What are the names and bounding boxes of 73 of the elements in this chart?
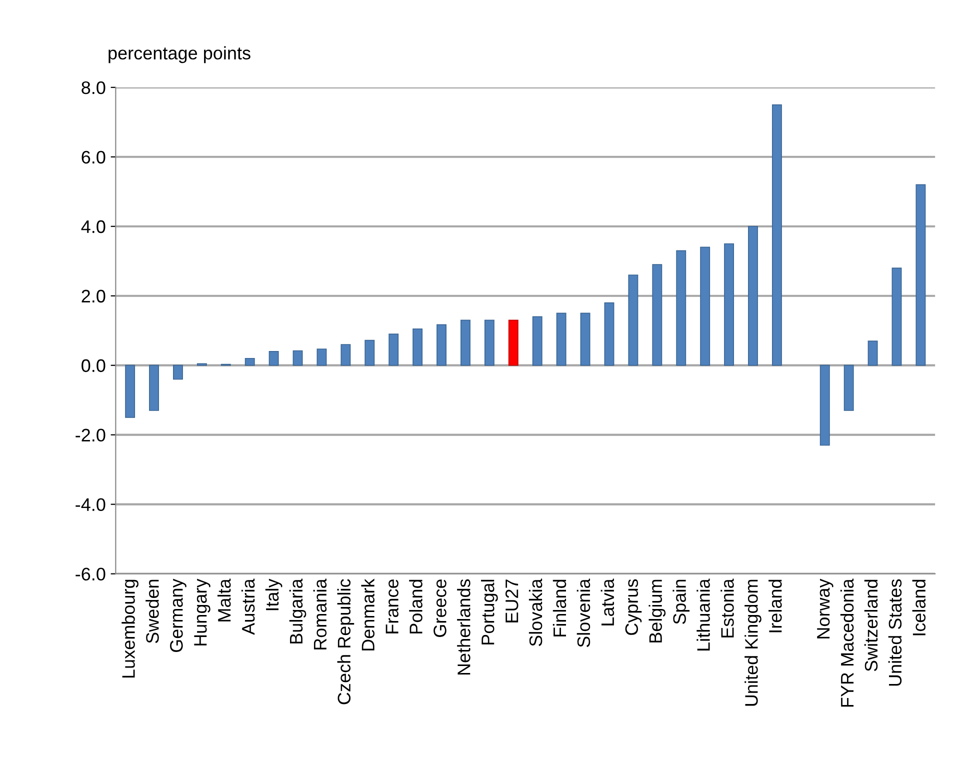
bar (748, 226, 758, 366)
bar (580, 312, 590, 366)
x-tick-label: United States (888, 579, 902, 686)
x-tick-label: Italy (265, 578, 282, 610)
bar (628, 274, 638, 366)
bar (844, 364, 854, 411)
bar (868, 340, 878, 366)
x-tick-label: Poland (409, 580, 422, 634)
bar (484, 320, 494, 366)
x-tick-label: Romania (313, 578, 327, 650)
bar (316, 348, 327, 366)
x-tick-label: Estonia (720, 578, 734, 638)
bar (820, 364, 830, 446)
bar (556, 312, 566, 366)
bar (244, 358, 255, 366)
x-tick-label: Denmark (361, 578, 374, 650)
x-tick-label: Lithuania (696, 578, 710, 650)
x-tick-label: Germany (170, 578, 186, 652)
bar (292, 350, 303, 366)
bar (772, 104, 782, 366)
bar (892, 268, 902, 366)
bar (149, 364, 159, 411)
x-tick-label: Switzerland (864, 580, 878, 672)
bar (604, 302, 614, 366)
bar (125, 364, 136, 418)
bar (724, 243, 734, 366)
bar (388, 334, 399, 366)
x-tick-label: Luxembourg (122, 580, 138, 678)
y-axis-title: percentage points (108, 46, 250, 64)
bar (340, 344, 351, 366)
x-tick-label: Spain (672, 580, 690, 624)
x-tick-label: Slovakia (528, 578, 542, 646)
x-tick-label: France (386, 579, 398, 634)
x-tick-label: Belgium (648, 580, 666, 642)
x-tick-label: EU27 (505, 580, 518, 622)
x-tick-label: United Kingdom (744, 580, 762, 706)
x-tick-label: Portugal (481, 580, 498, 644)
x-tick-label: Iceland (912, 580, 926, 636)
x-tick-label: Ireland (768, 580, 782, 632)
x-tick-label: Hungary (194, 578, 210, 646)
x-tick-label: FYR Macedonia (840, 578, 854, 707)
bar (652, 264, 662, 366)
x-tick-label: Slovenia (576, 578, 590, 648)
y-tick-label: 0.0 (82, 359, 106, 372)
y-tick-label: 4.0 (81, 220, 106, 234)
y-tick-label: -4.0 (76, 498, 106, 512)
x-tick-label: Austria (241, 578, 255, 635)
y-tick-label: 8.0 (82, 81, 106, 94)
bar (436, 324, 446, 366)
x-tick-label: Sweden (146, 580, 159, 644)
bar (268, 351, 279, 366)
bar (508, 320, 518, 366)
x-tick-label: Finland (552, 580, 566, 636)
bar (916, 184, 926, 366)
bar (676, 250, 686, 366)
x-tick-label: Malta (217, 578, 231, 622)
bar (173, 364, 183, 380)
y-tick-label: -2.0 (76, 428, 106, 442)
x-tick-label: Czech Republic (337, 579, 354, 704)
bar (532, 316, 542, 366)
x-tick-label: Latvia (600, 578, 614, 626)
bar (364, 340, 375, 366)
x-tick-label: Greece (434, 579, 446, 637)
x-tick-label: Cyprus (625, 579, 642, 635)
bar (700, 246, 710, 366)
y-tick-label: 2.0 (82, 290, 106, 303)
y-tick-label: -6.0 (76, 568, 106, 581)
bar (460, 320, 470, 366)
y-tick-label: 6.0 (82, 150, 106, 164)
bar (412, 328, 423, 366)
x-tick-label: Norway (817, 578, 834, 638)
x-tick-label: Netherlands (457, 579, 470, 675)
x-tick-label: Bulgaria (289, 578, 306, 644)
